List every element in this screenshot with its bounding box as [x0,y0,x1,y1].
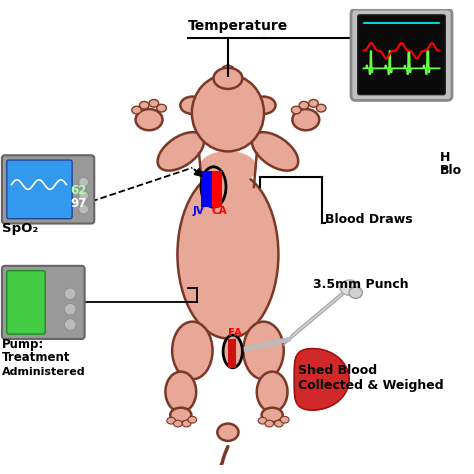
Ellipse shape [252,132,298,171]
Text: Administered: Administered [2,366,85,376]
Polygon shape [283,284,352,346]
Ellipse shape [292,106,301,114]
Ellipse shape [199,151,257,184]
Ellipse shape [309,100,319,107]
Ellipse shape [180,97,204,114]
FancyBboxPatch shape [351,9,452,100]
Ellipse shape [136,109,163,130]
Ellipse shape [182,420,191,427]
Text: 97: 97 [70,197,87,210]
Circle shape [79,177,89,187]
Ellipse shape [258,417,267,424]
Ellipse shape [167,417,175,424]
Ellipse shape [173,420,182,427]
Text: Blood Draws: Blood Draws [325,212,413,226]
Text: CA: CA [211,206,227,216]
Text: Pump:: Pump: [2,337,44,351]
Ellipse shape [280,416,289,423]
Ellipse shape [292,109,319,130]
Circle shape [79,204,89,214]
Text: Blo: Blo [439,164,462,177]
Ellipse shape [165,372,196,412]
Circle shape [64,288,76,300]
Text: 3.5mm Punch: 3.5mm Punch [312,278,408,291]
Circle shape [64,319,76,330]
Ellipse shape [132,106,141,114]
Text: SpO₂: SpO₂ [2,222,38,235]
Ellipse shape [218,424,238,441]
Ellipse shape [149,100,159,107]
Ellipse shape [262,408,283,422]
Ellipse shape [257,372,288,412]
Ellipse shape [192,74,264,151]
FancyBboxPatch shape [2,155,94,224]
Circle shape [79,191,89,201]
Ellipse shape [243,322,284,379]
FancyBboxPatch shape [7,271,45,334]
Ellipse shape [139,101,149,109]
Bar [201,171,211,207]
Bar [228,339,236,368]
Ellipse shape [157,104,166,112]
Ellipse shape [213,68,242,89]
Ellipse shape [265,420,273,427]
Polygon shape [294,348,349,410]
Ellipse shape [188,416,197,423]
Text: FA: FA [228,328,242,338]
Text: Shed Blood
Collected & Weighed: Shed Blood Collected & Weighed [298,364,444,392]
Ellipse shape [340,280,359,295]
Ellipse shape [158,132,204,171]
Ellipse shape [252,97,275,114]
FancyBboxPatch shape [2,266,85,339]
Circle shape [64,303,76,315]
FancyBboxPatch shape [7,160,72,219]
Bar [211,171,222,207]
FancyBboxPatch shape [358,15,445,95]
Ellipse shape [274,420,283,427]
Ellipse shape [201,167,226,207]
Text: Treatment: Treatment [2,351,71,364]
Ellipse shape [177,170,278,338]
Text: JV: JV [192,206,204,216]
Ellipse shape [317,104,326,112]
Ellipse shape [299,101,309,109]
Ellipse shape [223,335,242,368]
Text: Temperature: Temperature [188,19,288,33]
Ellipse shape [172,322,212,379]
Text: H: H [439,151,450,164]
Text: 62: 62 [70,184,87,197]
Ellipse shape [349,287,363,299]
Ellipse shape [170,408,191,422]
